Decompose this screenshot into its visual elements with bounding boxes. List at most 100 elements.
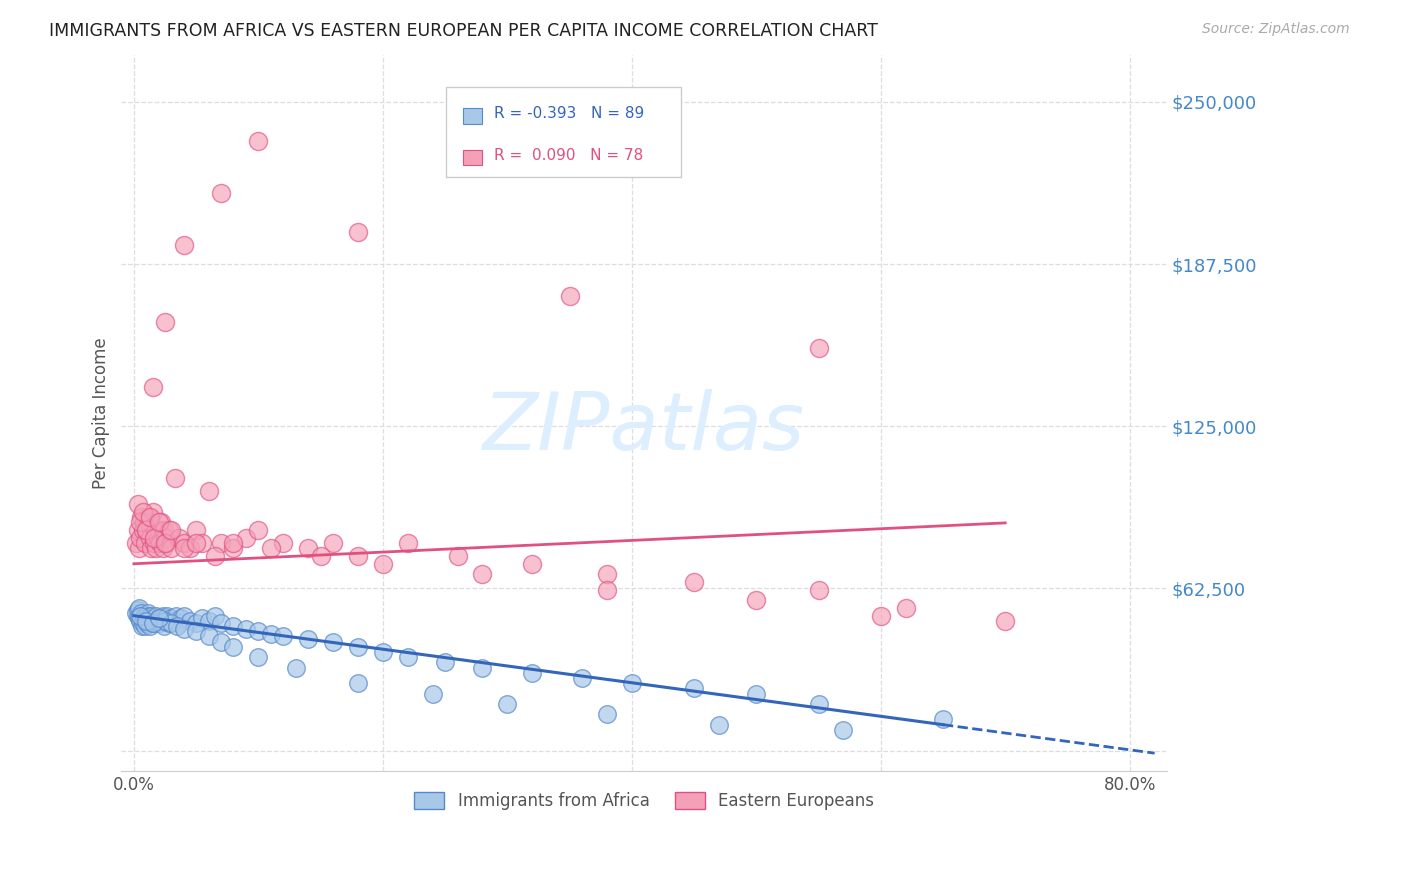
Point (132, 611, 155, 625)
Point (496, 697, 519, 711)
Point (141, 608, 163, 623)
Point (204, 608, 226, 623)
Point (139, 531, 162, 545)
Point (347, 549, 370, 563)
Point (173, 237, 195, 252)
Point (163, 471, 186, 485)
Point (620, 676, 643, 690)
Point (129, 531, 152, 545)
Point (132, 616, 155, 631)
Point (131, 523, 153, 537)
Point (138, 515, 160, 529)
Point (149, 536, 172, 550)
Point (191, 536, 214, 550)
Point (132, 515, 155, 529)
Point (522, 665, 544, 680)
Point (179, 541, 201, 556)
Point (146, 614, 169, 628)
Text: R =  0.090   N = 78: R = 0.090 N = 78 (495, 148, 644, 163)
Point (152, 608, 174, 623)
Point (153, 315, 176, 329)
Point (170, 611, 193, 625)
Point (142, 614, 165, 628)
Point (136, 616, 159, 631)
Point (166, 619, 188, 633)
Point (271, 536, 294, 550)
Point (471, 567, 494, 582)
Point (446, 549, 468, 563)
Point (683, 574, 706, 589)
Point (152, 523, 174, 537)
FancyBboxPatch shape (464, 150, 482, 165)
Point (148, 611, 170, 625)
Point (745, 686, 768, 700)
Point (745, 593, 768, 607)
Point (138, 608, 160, 623)
Point (396, 536, 419, 550)
Point (142, 536, 165, 550)
Point (150, 614, 173, 628)
Point (160, 523, 183, 537)
Legend: Immigrants from Africa, Eastern Europeans: Immigrants from Africa, Eastern European… (408, 785, 880, 817)
Point (156, 608, 179, 623)
Point (173, 608, 195, 623)
Point (129, 515, 152, 529)
Point (297, 632, 319, 646)
Point (558, 289, 581, 303)
Point (163, 614, 186, 628)
Point (247, 134, 270, 148)
Point (522, 557, 544, 571)
Point (167, 616, 190, 631)
Point (125, 536, 148, 550)
Point (136, 611, 159, 625)
Point (222, 619, 245, 633)
Point (160, 611, 183, 625)
Point (139, 510, 162, 524)
Point (284, 660, 307, 674)
Point (152, 541, 174, 556)
Point (135, 523, 157, 537)
Point (145, 608, 167, 623)
Point (347, 640, 370, 654)
Point (173, 541, 195, 556)
Point (131, 608, 153, 623)
Point (197, 614, 219, 628)
Point (127, 523, 149, 537)
Point (143, 523, 166, 537)
Point (247, 624, 270, 639)
Point (148, 515, 170, 529)
Point (173, 536, 195, 550)
FancyBboxPatch shape (464, 108, 482, 124)
Point (139, 619, 162, 633)
Point (707, 717, 730, 731)
Point (322, 536, 344, 550)
Point (994, 614, 1017, 628)
Point (596, 567, 619, 582)
Point (141, 541, 163, 556)
Point (127, 608, 149, 623)
Point (184, 536, 207, 550)
Point (396, 650, 419, 665)
Point (197, 484, 219, 499)
Point (128, 600, 150, 615)
Point (142, 505, 165, 519)
Point (131, 510, 153, 524)
Point (260, 627, 283, 641)
Point (173, 622, 195, 636)
Point (222, 640, 245, 654)
Point (157, 616, 180, 631)
Point (148, 523, 170, 537)
Point (134, 536, 156, 550)
Point (247, 523, 270, 537)
Point (165, 608, 187, 623)
Point (596, 707, 619, 722)
Point (869, 608, 891, 623)
Text: R = -0.393   N = 89: R = -0.393 N = 89 (495, 106, 644, 121)
Point (271, 629, 294, 643)
Point (148, 611, 170, 625)
FancyBboxPatch shape (446, 87, 681, 177)
Point (153, 531, 176, 545)
Point (153, 536, 176, 550)
Point (160, 616, 183, 631)
Point (235, 622, 257, 636)
